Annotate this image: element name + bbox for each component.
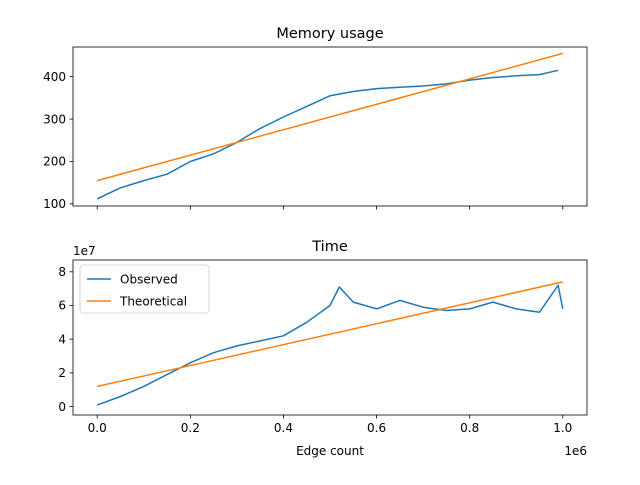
chart-2-x-axis-label: Edge count	[296, 444, 364, 458]
chart-1-series-theoretical-line	[97, 52, 563, 182]
chart-2-axes-frame	[72, 259, 588, 416]
chart-1-y-tick-label: 300	[43, 112, 66, 126]
chart-2-legend-label-observed: Observed	[120, 272, 178, 286]
chart-2-x-tick-label: 0.8	[460, 421, 479, 435]
chart-1-y-tick-label: 200	[43, 155, 66, 169]
chart-2-x-tick-label: 0.6	[367, 421, 386, 435]
chart-2-x-offset-label: 1e6	[564, 444, 587, 458]
chart-1-y-tick-label: 400	[43, 70, 66, 84]
chart-2-x-tick-label: 1.0	[553, 421, 572, 435]
chart-2-y-tick-label: 6	[58, 299, 66, 313]
chart-2-legend-label-theoretical: Theoretical	[119, 294, 187, 308]
chart-2-x-tick-label: 0.4	[274, 421, 293, 435]
chart-1-axes-frame	[72, 46, 588, 207]
chart-2-title: Time	[311, 239, 348, 255]
chart-2-series-theoretical-line	[97, 281, 563, 388]
chart-1-series-observed-line	[96, 69, 559, 200]
chart-2-legend-box	[79, 264, 210, 314]
chart-1-y-tick-label: 100	[43, 197, 66, 211]
chart-2-x-tick-label: 0.0	[88, 421, 107, 435]
chart-2-y-tick-label: 8	[58, 265, 66, 279]
chart-2-y-offset-label: 1e7	[73, 244, 96, 258]
chart-2-y-tick-label: 0	[58, 400, 66, 414]
chart-2-y-tick-label: 2	[58, 366, 66, 380]
chart-1-title: Memory usage	[276, 26, 383, 42]
chart-2-x-tick-label: 0.2	[181, 421, 200, 435]
chart-2-y-tick-label: 4	[58, 332, 66, 346]
